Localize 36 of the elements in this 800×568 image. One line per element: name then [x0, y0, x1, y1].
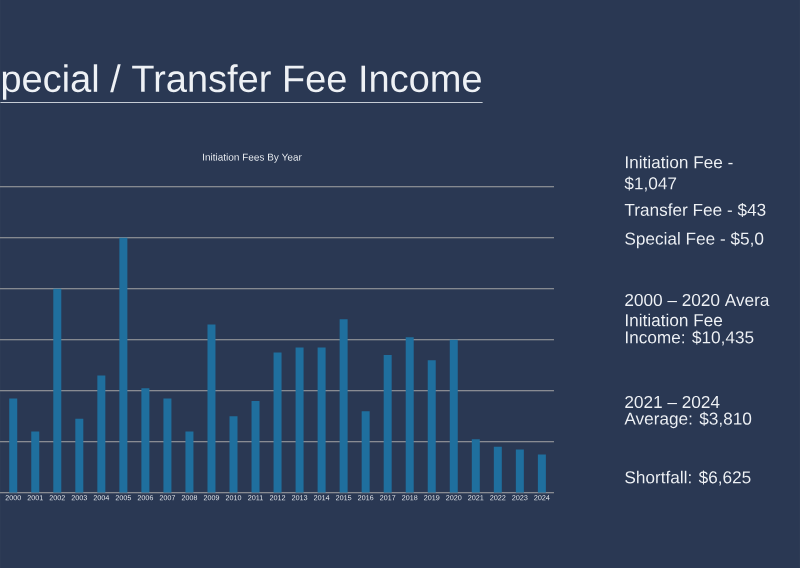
bar	[405, 337, 414, 493]
bar	[295, 347, 304, 493]
bar	[251, 400, 260, 493]
bar	[97, 375, 106, 493]
bar	[471, 439, 480, 493]
bar	[31, 431, 40, 493]
bar	[383, 355, 392, 493]
bar	[229, 416, 238, 493]
text: Initiation Fee	[625, 313, 723, 327]
bar	[207, 324, 216, 493]
bar	[493, 446, 502, 493]
text: Average: $3,810	[624, 411, 752, 429]
bar	[119, 237, 128, 493]
bar	[185, 431, 194, 493]
bar	[53, 288, 62, 493]
bar	[75, 418, 84, 493]
text: 2021 – 2024	[625, 395, 720, 409]
text: Income: $10,435	[625, 330, 754, 346]
text: Transfer Fee - $43	[624, 203, 766, 217]
bar	[339, 319, 348, 493]
text: Special Fee - $5,0	[625, 231, 764, 249]
text: Initiation Fee -	[625, 155, 733, 169]
bar	[273, 352, 282, 493]
bar	[427, 360, 436, 493]
chart-title: pecial / Transfer Fee Income	[2, 64, 481, 100]
bar	[9, 398, 18, 493]
bar	[537, 454, 546, 493]
text: $1,047	[624, 176, 677, 192]
text: 2000 – 2020 Avera	[625, 293, 770, 307]
bar	[449, 339, 458, 493]
bar	[163, 398, 172, 493]
bar	[141, 388, 150, 493]
bar	[317, 347, 326, 493]
bar	[361, 411, 370, 493]
text: Shortfall: $6,625	[625, 470, 751, 486]
bar	[515, 449, 524, 493]
